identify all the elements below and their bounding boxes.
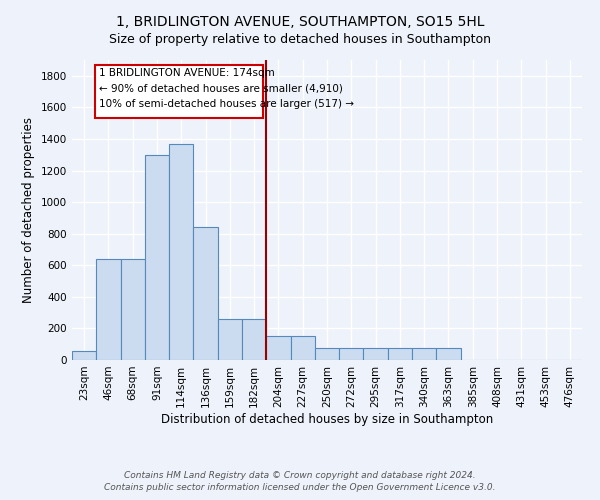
Bar: [388, 348, 412, 360]
Bar: [121, 259, 145, 360]
Bar: [72, 352, 96, 360]
Bar: [242, 319, 266, 360]
Y-axis label: Number of detached properties: Number of detached properties: [22, 117, 35, 303]
Bar: [315, 348, 339, 360]
Bar: [266, 336, 290, 360]
X-axis label: Distribution of detached houses by size in Southampton: Distribution of detached houses by size …: [161, 412, 493, 426]
Bar: [436, 348, 461, 360]
Text: ← 90% of detached houses are smaller (4,910): ← 90% of detached houses are smaller (4,…: [99, 84, 343, 94]
Bar: [364, 348, 388, 360]
Text: 10% of semi-detached houses are larger (517) →: 10% of semi-detached houses are larger (…: [99, 100, 354, 110]
Bar: [339, 348, 364, 360]
Bar: [290, 336, 315, 360]
FancyBboxPatch shape: [95, 64, 263, 118]
Bar: [96, 259, 121, 360]
Text: Contains HM Land Registry data © Crown copyright and database right 2024.
Contai: Contains HM Land Registry data © Crown c…: [104, 471, 496, 492]
Bar: [169, 144, 193, 360]
Text: 1, BRIDLINGTON AVENUE, SOUTHAMPTON, SO15 5HL: 1, BRIDLINGTON AVENUE, SOUTHAMPTON, SO15…: [116, 15, 484, 29]
Text: 1 BRIDLINGTON AVENUE: 174sqm: 1 BRIDLINGTON AVENUE: 174sqm: [99, 68, 274, 78]
Bar: [218, 319, 242, 360]
Bar: [193, 228, 218, 360]
Bar: [145, 154, 169, 360]
Bar: [412, 348, 436, 360]
Text: Size of property relative to detached houses in Southampton: Size of property relative to detached ho…: [109, 32, 491, 46]
